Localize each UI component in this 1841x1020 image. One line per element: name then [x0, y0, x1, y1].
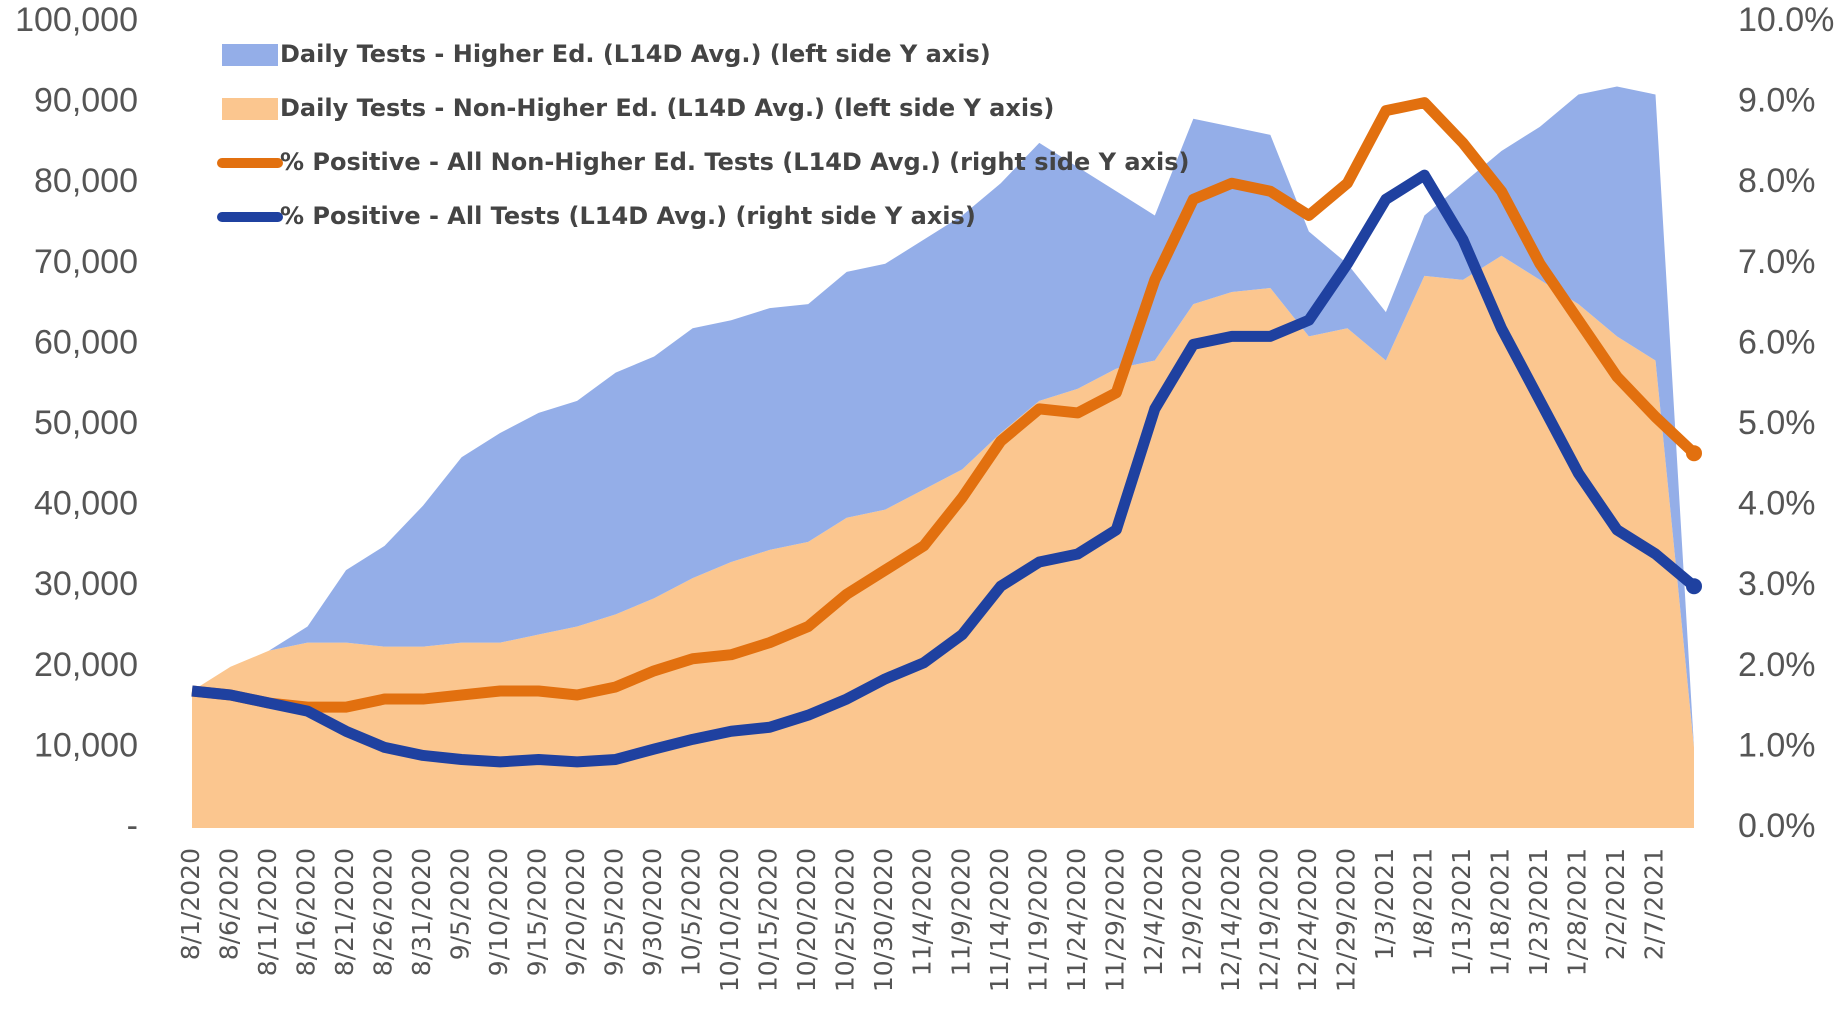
legend-label: % Positive - All Tests (L14D Avg.) (righ… — [280, 202, 976, 230]
y-tick-label: 70,000 — [34, 243, 138, 281]
x-tick-label: 8/21/2020 — [330, 848, 359, 976]
y2-tick-label: 9.0% — [1738, 82, 1816, 120]
legend-swatch — [222, 98, 278, 120]
y-tick-label: 20,000 — [34, 646, 138, 684]
y2-tick-label: 8.0% — [1738, 162, 1816, 200]
y2-tick-label: 2.0% — [1738, 646, 1816, 684]
x-tick-label: 8/31/2020 — [407, 848, 436, 976]
x-tick-label: 12/29/2020 — [1331, 848, 1360, 992]
x-tick-label: 10/20/2020 — [792, 848, 821, 992]
line-end-marker — [1686, 445, 1702, 462]
x-tick-label: 11/29/2020 — [1100, 848, 1129, 992]
x-tick-label: 12/19/2020 — [1254, 848, 1283, 992]
y-tick-label: 60,000 — [34, 323, 138, 361]
x-tick-label: 11/24/2020 — [1062, 848, 1091, 992]
x-tick-label: 11/14/2020 — [985, 848, 1014, 992]
y2-tick-label: 7.0% — [1738, 243, 1816, 281]
y-tick-label: 100,000 — [15, 1, 138, 39]
x-tick-label: 11/19/2020 — [1023, 848, 1052, 992]
line — [191, 97, 1698, 713]
x-tick-label: 9/25/2020 — [600, 848, 629, 976]
y-tick-label: 30,000 — [34, 565, 138, 603]
y2-tick-label: 4.0% — [1738, 485, 1816, 523]
x-tick-label: 10/25/2020 — [831, 848, 860, 992]
x-tick-label: 10/10/2020 — [715, 848, 744, 992]
area — [192, 86, 1694, 748]
x-tick-label: 9/20/2020 — [561, 848, 590, 976]
x-tick-label: 1/13/2021 — [1447, 848, 1476, 976]
y2-tick-label: 10.0% — [1738, 1, 1834, 39]
y2-tick-label: 1.0% — [1738, 726, 1816, 764]
legend-label: Daily Tests - Higher Ed. (L14D Avg.) (le… — [280, 40, 991, 68]
x-tick-label: 9/10/2020 — [484, 848, 513, 976]
line-end-marker — [1686, 578, 1702, 595]
x-tick-label: 1/8/2021 — [1408, 848, 1437, 960]
x-tick-label: 8/6/2020 — [215, 848, 244, 960]
y-tick-label: 90,000 — [34, 82, 138, 120]
legend-swatch — [222, 44, 278, 66]
x-tick-label: 9/30/2020 — [638, 848, 667, 976]
y-tick-label: 50,000 — [34, 404, 138, 442]
x-tick-label: 10/15/2020 — [754, 848, 783, 992]
x-tick-label: 9/15/2020 — [523, 848, 552, 976]
y-tick-label: - — [127, 807, 138, 845]
y-tick-label: 40,000 — [34, 485, 138, 523]
y-tick-label: 10,000 — [34, 726, 138, 764]
y2-tick-label: 3.0% — [1738, 565, 1816, 603]
x-tick-label: 8/26/2020 — [369, 848, 398, 976]
x-tick-label: 1/3/2021 — [1370, 848, 1399, 960]
x-tick-label: 8/16/2020 — [292, 848, 321, 976]
x-tick-label: 12/9/2020 — [1177, 848, 1206, 976]
x-tick-label: 12/24/2020 — [1293, 848, 1322, 992]
y2-tick-label: 0.0% — [1738, 807, 1816, 845]
x-tick-label: 1/23/2021 — [1524, 848, 1553, 976]
x-tick-label: 10/30/2020 — [869, 848, 898, 992]
legend-label: Daily Tests - Non-Higher Ed. (L14D Avg.)… — [280, 94, 1054, 122]
x-tick-label: 10/5/2020 — [677, 848, 706, 976]
legend-label: % Positive - All Non-Higher Ed. Tests (L… — [280, 148, 1190, 176]
x-tick-label: 8/1/2020 — [176, 848, 205, 960]
x-tick-label: 1/18/2021 — [1485, 848, 1514, 976]
x-tick-label: 11/9/2020 — [946, 848, 975, 976]
x-tick-label: 2/7/2021 — [1639, 848, 1668, 960]
area — [192, 255, 1694, 829]
y-tick-label: 80,000 — [34, 162, 138, 200]
x-tick-label: 1/28/2021 — [1562, 848, 1591, 976]
x-tick-label: 8/11/2020 — [253, 848, 282, 976]
y2-tick-label: 6.0% — [1738, 323, 1816, 361]
line — [191, 169, 1698, 768]
x-tick-label: 12/4/2020 — [1139, 848, 1168, 976]
y2-tick-label: 5.0% — [1738, 404, 1816, 442]
x-tick-label: 12/14/2020 — [1216, 848, 1245, 992]
x-tick-label: 2/2/2021 — [1601, 848, 1630, 960]
x-tick-label: 11/4/2020 — [908, 848, 937, 976]
x-tick-label: 9/5/2020 — [446, 848, 475, 960]
